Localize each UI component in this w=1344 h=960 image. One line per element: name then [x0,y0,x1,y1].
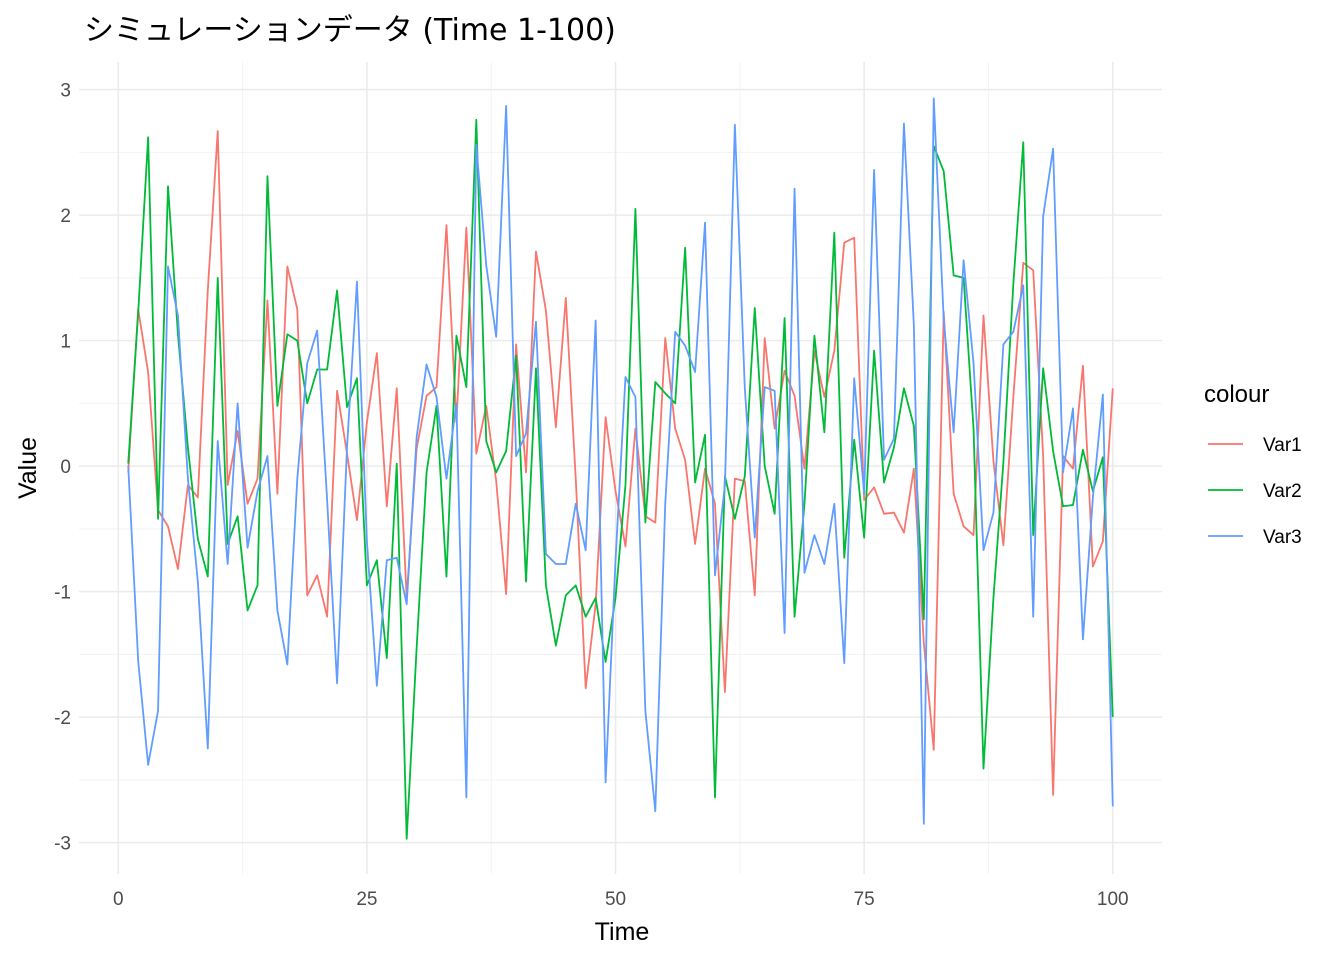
x-tick-label: 25 [356,889,377,910]
y-axis-ticks: -3 -2 -1 0 1 2 3 [54,81,71,855]
x-tick-label: 0 [113,889,124,910]
legend: colour Var1 Var2 Var3 [1204,381,1302,548]
y-tick-label: 3 [60,81,71,102]
x-tick-label: 75 [854,889,875,910]
chart-title: シミュレーションデータ (Time 1-100) [84,13,616,48]
x-axis-ticks: 0 25 50 75 100 [113,889,1129,910]
y-axis-title: Value [14,437,42,499]
series-lines [127,97,1114,840]
series-line-var3 [127,97,1114,825]
y-tick-label: 1 [60,332,71,353]
y-tick-label: 2 [60,206,71,227]
x-tick-label: 50 [605,889,626,910]
x-axis-title: Time [595,918,650,946]
x-tick-label: 100 [1097,889,1129,910]
legend-items: Var1 Var2 Var3 [1208,435,1302,548]
y-tick-label: -2 [54,708,71,729]
legend-label-var3: Var3 [1263,527,1302,548]
series-line-var1 [127,130,1114,796]
legend-label-var2: Var2 [1263,481,1302,502]
y-tick-label: -1 [54,583,71,604]
legend-label-var1: Var1 [1263,435,1302,456]
y-tick-label: -3 [54,834,71,855]
legend-title: colour [1204,381,1269,408]
series-line-var2 [127,118,1114,840]
y-tick-label: 0 [60,457,71,478]
